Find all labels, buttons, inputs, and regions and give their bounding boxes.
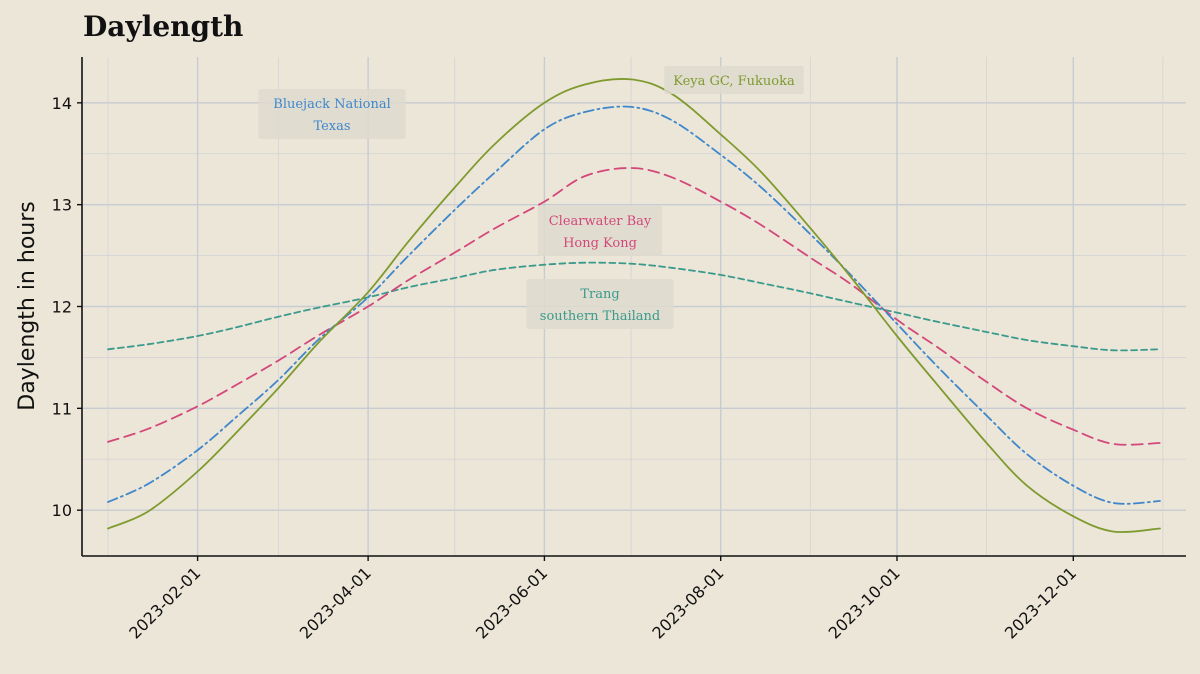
- series-line-texas: [107, 105, 1161, 505]
- annotation-label-hongkong: Hong Kong: [563, 236, 637, 251]
- annotation-label-texas: Bluejack National: [273, 97, 390, 112]
- annotation-label-hongkong: Clearwater Bay: [549, 214, 652, 229]
- x-tick-label: 2023-10-01: [825, 563, 904, 642]
- x-tick-label: 2023-08-01: [648, 563, 727, 642]
- line-annotations: Keya GC, Fukuoka Bluejack National Texas Cl…: [258, 66, 804, 329]
- y-tick-label: 12: [52, 298, 72, 317]
- axes: 10 11 12 13 14 2023-02-01 2023-04-01 2023-06-01…: [52, 57, 1186, 643]
- annotation-label-trang: southern Thailand: [540, 309, 660, 324]
- y-tick-label: 11: [52, 399, 72, 418]
- y-tick-label: 13: [52, 196, 72, 215]
- x-tick-label: 2023-06-01: [472, 563, 551, 642]
- annotation-box-fukuoka: [664, 66, 804, 94]
- series-line-hongkong: [107, 167, 1161, 446]
- x-tick-label: 2023-04-01: [296, 563, 375, 642]
- y-tick-label: 10: [52, 501, 72, 520]
- series-line-fukuoka: [107, 78, 1161, 533]
- annotation-box-hongkong: [537, 206, 663, 256]
- annotation-box-texas: [258, 89, 406, 139]
- annotation-label-texas: Texas: [313, 119, 350, 134]
- series-line-trang: [107, 261, 1161, 352]
- x-tick-label: 2023-02-01: [125, 563, 204, 642]
- x-tick-label: 2023-12-01: [1001, 563, 1080, 642]
- annotation-box-trang: [526, 279, 674, 329]
- annotation-label-fukuoka: Keya GC, Fukuoka: [673, 74, 795, 89]
- annotation-label-trang: Trang: [580, 287, 619, 302]
- y-tick-label: 14: [52, 94, 72, 113]
- chart-title: Daylength: [83, 10, 243, 43]
- series-lines: [107, 78, 1161, 533]
- y-axis-label: Daylength in hours: [15, 201, 40, 410]
